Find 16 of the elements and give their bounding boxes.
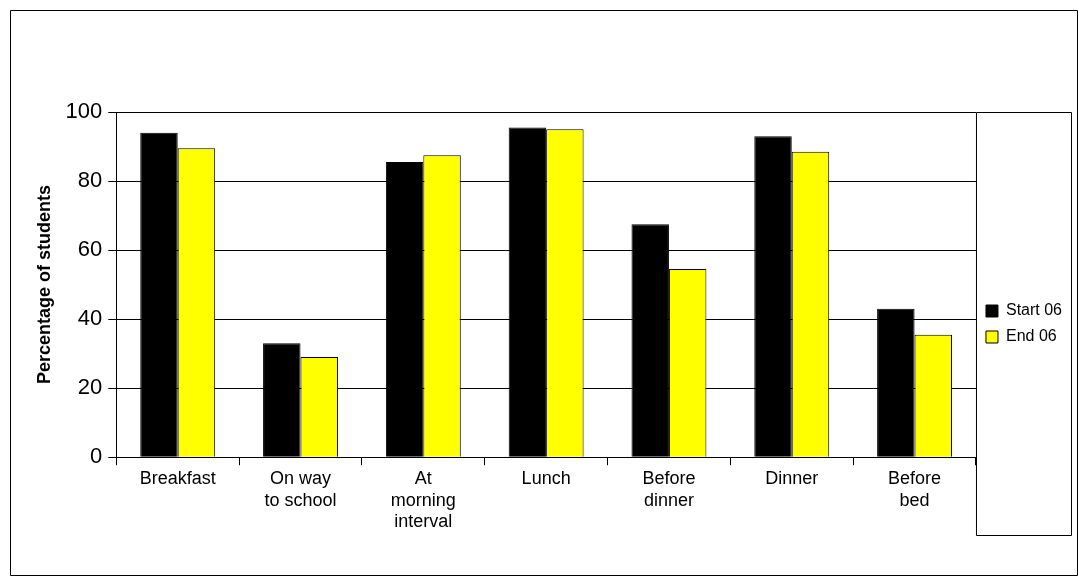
- y-tick-label: 0: [90, 443, 103, 469]
- y-tick-label: 40: [77, 305, 103, 331]
- legend-label: End 06: [1005, 327, 1057, 345]
- x-tick-label: At morning interval: [390, 467, 456, 532]
- x-tick-label: Dinner: [765, 467, 819, 488]
- y-tick-label: 60: [77, 236, 103, 262]
- x-tick-label: On way to school: [264, 467, 337, 510]
- x-tick-label: Breakfast: [139, 467, 216, 488]
- y-tick-label: 100: [65, 98, 103, 124]
- y-tick-label: 80: [77, 167, 103, 193]
- y-axis-title: Percentage of students: [33, 185, 54, 385]
- y-tick-label: 20: [77, 374, 103, 400]
- x-tick-label: Before bed: [888, 467, 942, 510]
- x-tick-label: Before dinner: [642, 467, 696, 510]
- x-tick-label: Lunch: [521, 467, 571, 488]
- legend-label: Start 06: [1005, 301, 1063, 319]
